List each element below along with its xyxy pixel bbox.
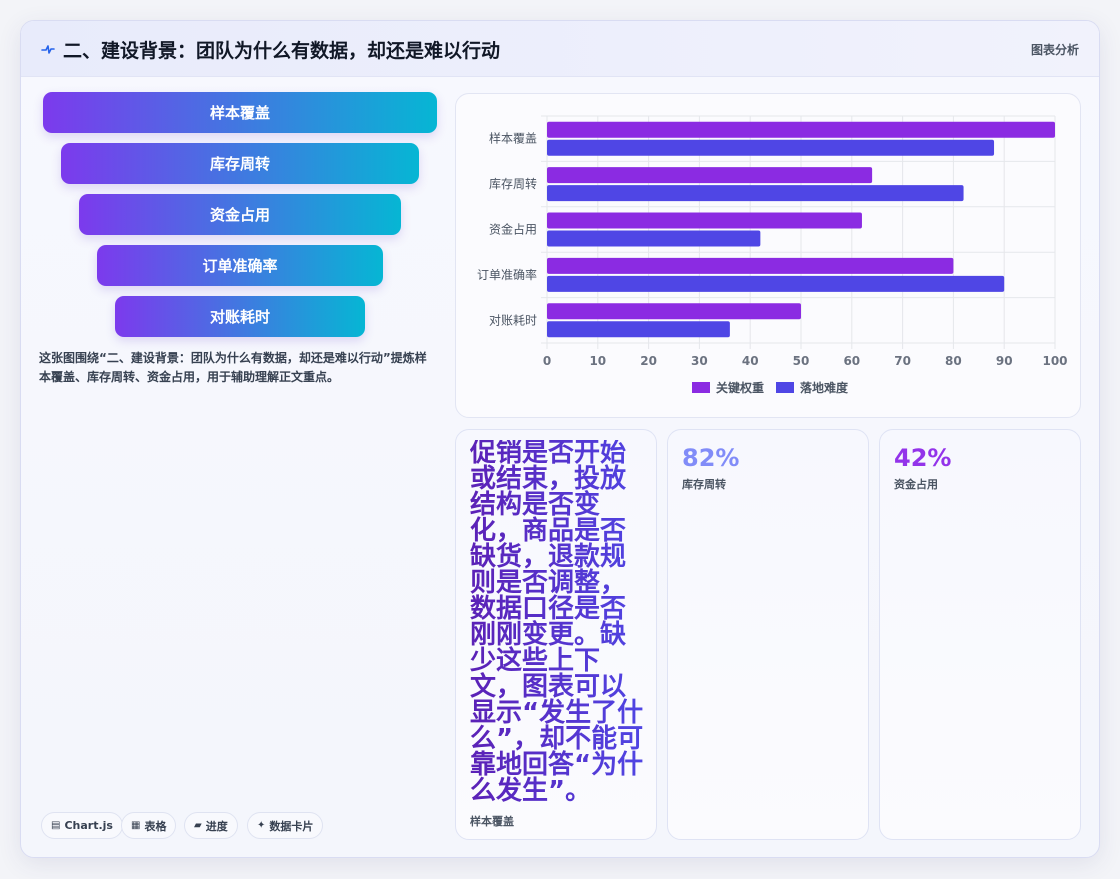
y-tick-label: 样本覆盖 [489,131,537,146]
y-tick-label: 库存周转 [489,176,537,191]
legend-label: 关键权重 [716,380,764,395]
pulse-icon [41,45,55,54]
progress-icon: ▰ [194,820,202,831]
x-tick-label: 60 [843,354,860,368]
chart-analysis-tag: 图表分析 [1030,43,1079,57]
stat-label-3: 资金占用 [894,478,938,491]
funnel-step-4: 订单准确率 [97,245,383,286]
funnel-step-1: 样本覆盖 [43,92,437,133]
stat-card-1: 促销是否开始或结束，投放结构是否变化，商品是否缺货，退款规则是否调整，数据口径是… [455,429,657,840]
x-tick-label: 100 [1042,354,1067,368]
x-tick-label: 30 [691,354,708,368]
page-title: 二、建设背景：团队为什么有数据，却还是难以行动 [63,40,501,62]
chip-label: Chart.js [64,819,113,832]
chip-chartjs[interactable]: ▤ Chart.js [41,812,123,839]
chip-progress[interactable]: ▰ 进度 [184,812,238,839]
bar-key-weight [547,121,1055,138]
chip-table[interactable]: ▦ 表格 [121,812,177,839]
stat-card-3: 42% 资金占用 [879,429,1081,840]
bar-key-weight [547,257,954,274]
legend-swatch [776,382,794,393]
legend-swatch [692,382,710,393]
chip-label: 数据卡片 [269,819,314,833]
x-tick-label: 70 [894,354,911,368]
bar-chart: 0 10 20 30 40 50 60 70 80 90 100 样本覆盖库存周转资金占用订单准确率对… [477,115,1068,395]
table-icon: ▦ [131,820,141,831]
section-header: 二、建设背景：团队为什么有数据，却还是难以行动 图表分析 [21,21,1099,77]
funnel-caption: 这张图围绕“二、建设背景：团队为什么有数据，却还是难以行动”提炼样本覆盖、库存周… [39,351,427,384]
chart-icon: ▤ [51,820,61,831]
y-tick-label: 对账耗时 [489,313,537,327]
chip-label: 进度 [205,819,228,833]
bar-key-weight [547,167,873,184]
funnel-step-3: 资金占用 [79,194,401,235]
stat-value-3: 42% [894,444,952,472]
chip-label: 表格 [144,819,167,833]
chip-data-card[interactable]: ✦ 数据卡片 [247,812,324,839]
x-tick-label: 40 [742,354,759,368]
x-tick-label: 20 [640,354,657,368]
bar-key-weight [547,303,801,320]
y-tick-label: 订单准确率 [477,267,537,282]
bar-difficulty [547,275,1005,292]
bar-difficulty [547,321,730,338]
stat-label-2: 库存周转 [682,478,726,491]
funnel-step-2: 库存周转 [61,143,419,184]
legend-label: 落地难度 [800,380,849,395]
bar-difficulty [547,185,964,202]
bar-difficulty [547,139,995,156]
funnel-step-5: 对账耗时 [115,296,365,337]
bar-chart-panel: 0 10 20 30 40 50 60 70 80 90 100 样本覆盖库存周转资金占用订单准确率对… [455,93,1081,418]
x-tick-label: 0 [543,354,551,368]
x-tick-label: 80 [945,354,962,368]
x-tick-label: 10 [589,354,606,368]
stat-card-2: 82% 库存周转 [667,429,869,840]
stat-value-2: 82% [682,444,740,472]
stat-label-1: 样本覆盖 [470,815,514,828]
sparkle-icon: ✦ [257,820,266,831]
bar-key-weight [547,212,862,229]
report-card: 二、建设背景：团队为什么有数据，却还是难以行动 图表分析 样本覆盖 库存周转 资… [20,20,1100,858]
x-tick-label: 50 [793,354,810,368]
bar-difficulty [547,230,761,247]
stat-value-1: 促销是否开始或结束，投放结构是否变化，商品是否缺货，退款规则是否调整，数据口径是… [470,440,648,804]
y-tick-label: 资金占用 [489,222,537,237]
x-tick-label: 90 [996,354,1013,368]
